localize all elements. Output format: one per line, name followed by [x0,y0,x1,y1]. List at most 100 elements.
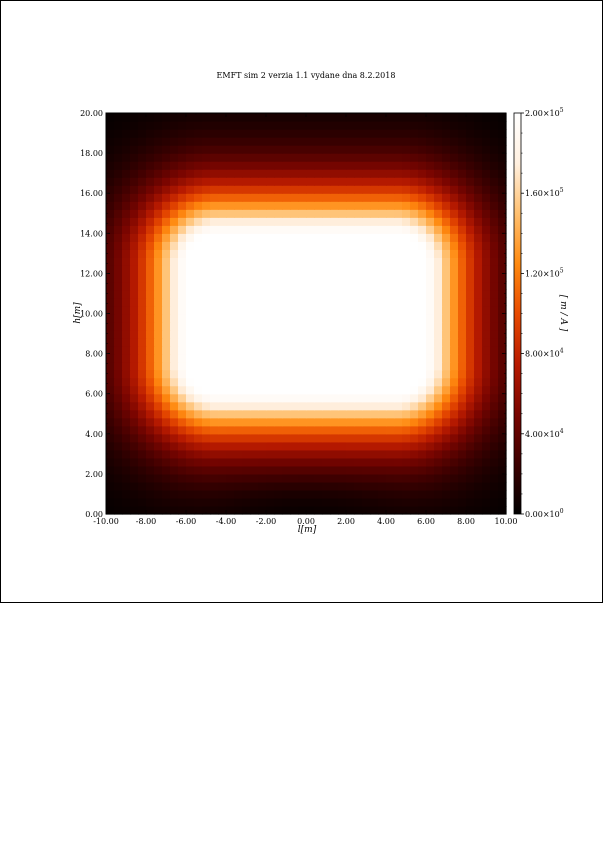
heatmap-cell [170,417,179,427]
heatmap-cell [394,465,403,475]
heatmap-cell [362,129,371,138]
heatmap-cell [346,121,355,130]
heatmap-cell [378,281,387,291]
heatmap-cell [226,369,235,379]
heatmap-cell [210,329,219,339]
heatmap-cell [298,209,307,218]
heatmap-cell [354,265,363,274]
heatmap-cell [130,473,139,483]
heatmap-cell [354,321,363,331]
heatmap-cell [266,337,275,347]
heatmap-cell [306,305,315,315]
heatmap-cell [138,265,147,274]
heatmap-cell [410,321,419,331]
heatmap-cell [122,337,131,347]
heatmap-cell [458,457,467,467]
heatmap-cell [306,249,315,258]
heatmap-cell [266,329,275,339]
heatmap-cell [386,265,395,274]
heatmap-cell [186,129,195,138]
heatmap-cell [186,361,195,371]
heatmap-cell [122,121,131,130]
heatmap-cell [442,241,451,250]
heatmap-cell [250,193,259,202]
heatmap-cell [162,457,171,467]
heatmap-cell [410,409,419,419]
heatmap-cell [322,193,331,202]
heatmap-cell [482,249,491,258]
heatmap-cell [162,161,171,170]
heatmap-cell [138,465,147,475]
heatmap-cell [114,193,123,202]
heatmap-cell [282,273,291,283]
heatmap-cell [314,281,323,291]
heatmap-cell [466,217,475,226]
heatmap-cell [330,337,339,347]
heatmap-cell [138,121,147,130]
heatmap-cell [210,177,219,186]
heatmap-cell [114,337,123,347]
heatmap-cell [210,473,219,483]
heatmap-cell [282,281,291,291]
heatmap-cell [258,505,267,515]
heatmap-cell [274,297,283,307]
heatmap-cell [306,425,315,435]
heatmap-cell [186,313,195,323]
heatmap-cell [394,169,403,178]
heatmap-cell [410,377,419,387]
heatmap-cell [250,337,259,347]
heatmap-cell [250,401,259,411]
heatmap-cell [338,145,347,154]
heatmap-cell [154,153,163,162]
heatmap-cell [186,185,195,194]
heatmap-cell [354,121,363,130]
heatmap-cell [170,265,179,274]
heatmap-cell [154,225,163,234]
heatmap-cell [306,433,315,443]
heatmap-cell [178,121,187,130]
heatmap-cell [226,193,235,202]
heatmap-cell [410,297,419,307]
heatmap-cell [314,401,323,411]
heatmap-cell [322,121,331,130]
heatmap-cell [458,113,467,122]
heatmap-cell [322,497,331,507]
heatmap-cell [354,225,363,234]
heatmap-cell [322,361,331,371]
heatmap-cell [354,433,363,443]
heatmap-cell [298,273,307,283]
heatmap-cell [362,153,371,162]
heatmap-cell [330,113,339,122]
heatmap-cell [498,337,507,347]
x-tick-label: -2.00 [256,517,277,526]
heatmap-cell [194,385,203,395]
heatmap-cell [290,185,299,194]
heatmap-cell [106,233,115,242]
heatmap-cell [194,393,203,403]
heatmap-cell [250,441,259,451]
heatmap-cell [498,497,507,507]
heatmap-cell [202,409,211,419]
heatmap-cell [226,289,235,299]
heatmap-cell [122,425,131,435]
heatmap-cell [378,449,387,459]
heatmap-cell [482,433,491,443]
heatmap-cell [378,241,387,250]
heatmap-cell [266,177,275,186]
heatmap-cell [426,305,435,315]
heatmap-cell [386,385,395,395]
heatmap-cell [346,481,355,491]
heatmap-cell [162,425,171,435]
heatmap-cell [490,329,499,339]
heatmap-cell [154,185,163,194]
heatmap-cell [346,273,355,283]
heatmap-cell [282,249,291,258]
heatmap-cell [266,377,275,387]
heatmap-cell [426,273,435,283]
heatmap-cell [314,441,323,451]
heatmap-cell [394,425,403,435]
heatmap-cell [250,129,259,138]
heatmap-cell [114,345,123,355]
heatmap-cell [410,473,419,483]
heatmap-cell [402,305,411,315]
